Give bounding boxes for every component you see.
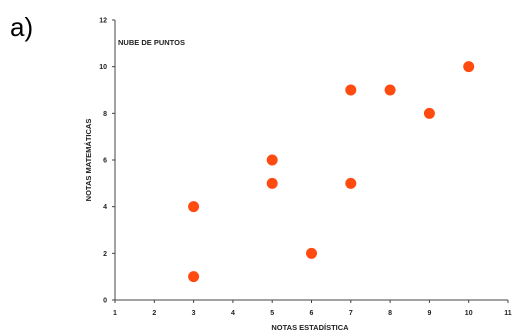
data-point	[463, 61, 475, 73]
x-tick-label: 5	[270, 310, 274, 317]
x-tick-label: 4	[231, 310, 235, 317]
x-tick-label: 1	[113, 310, 117, 317]
x-tick-label: 9	[427, 310, 431, 317]
x-tick-label: 8	[388, 310, 392, 317]
x-tick-label: 2	[152, 310, 156, 317]
y-tick-label: 12	[99, 18, 107, 25]
y-tick-label: 6	[103, 158, 107, 165]
data-point	[423, 107, 435, 119]
x-tick-label: 6	[310, 310, 314, 317]
x-tick-label: 3	[192, 310, 196, 317]
data-points	[188, 61, 475, 283]
data-point	[188, 201, 200, 213]
data-point	[306, 247, 317, 259]
y-tick-label: 8	[103, 111, 107, 118]
chart-title: NUBE DE PUNTOS	[118, 38, 185, 47]
data-point	[266, 154, 278, 166]
data-point	[345, 177, 357, 189]
y-tick-label: 4	[103, 204, 107, 211]
x-tick-label: 10	[465, 310, 473, 317]
x-axis-title: NOTAS ESTADÍSTICA	[271, 323, 349, 332]
y-tick-label: 10	[99, 64, 107, 71]
data-point	[188, 271, 200, 283]
y-tick-label: 0	[103, 298, 107, 305]
panel-label: a)	[10, 12, 34, 42]
data-point	[345, 84, 357, 96]
x-tick-label: 7	[349, 310, 353, 317]
y-ticks: 0 2 4 6 8 10 12	[99, 18, 115, 305]
y-tick-label: 2	[103, 251, 107, 258]
data-point	[266, 177, 278, 189]
data-point	[384, 84, 396, 96]
x-tick-label: 11	[504, 310, 512, 317]
x-ticks: 1 2 3 4 5 6 7 8 9 10 11	[113, 300, 512, 317]
y-axis-title: NOTAS MATEMÁTICAS	[84, 119, 93, 202]
